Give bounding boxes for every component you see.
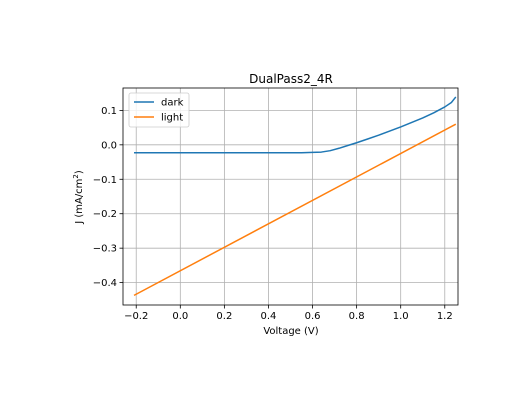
x-tick-label: 0.4 (261, 311, 277, 322)
x-axis-label: Voltage (V) (263, 326, 318, 337)
chart-title: DualPass2_4R (249, 72, 333, 86)
x-tick-label: 1.0 (393, 311, 409, 322)
y-axis-label-prefix: J (mA/cm (74, 179, 85, 225)
y-tick-label: 0.1 (101, 106, 117, 117)
y-tick-label: −0.3 (93, 244, 117, 255)
y-tick-label: −0.2 (93, 209, 117, 220)
x-tick-label: 0.0 (172, 311, 188, 322)
legend-label-light: light (161, 113, 183, 124)
x-tick-label: 0.2 (216, 311, 232, 322)
legend: dark light (129, 93, 189, 127)
x-tick-label: 1.2 (437, 311, 453, 322)
x-tick-label: 0.6 (305, 311, 321, 322)
y-tick-label: −0.4 (93, 278, 117, 289)
y-axis-label-suffix: ) (74, 170, 85, 174)
y-tick-label: 0.0 (101, 140, 117, 151)
legend-label-dark: dark (161, 98, 184, 109)
x-tick-label: −0.2 (124, 311, 148, 322)
x-tick-label: 0.8 (349, 311, 365, 322)
y-tick-label: −0.1 (93, 175, 117, 186)
